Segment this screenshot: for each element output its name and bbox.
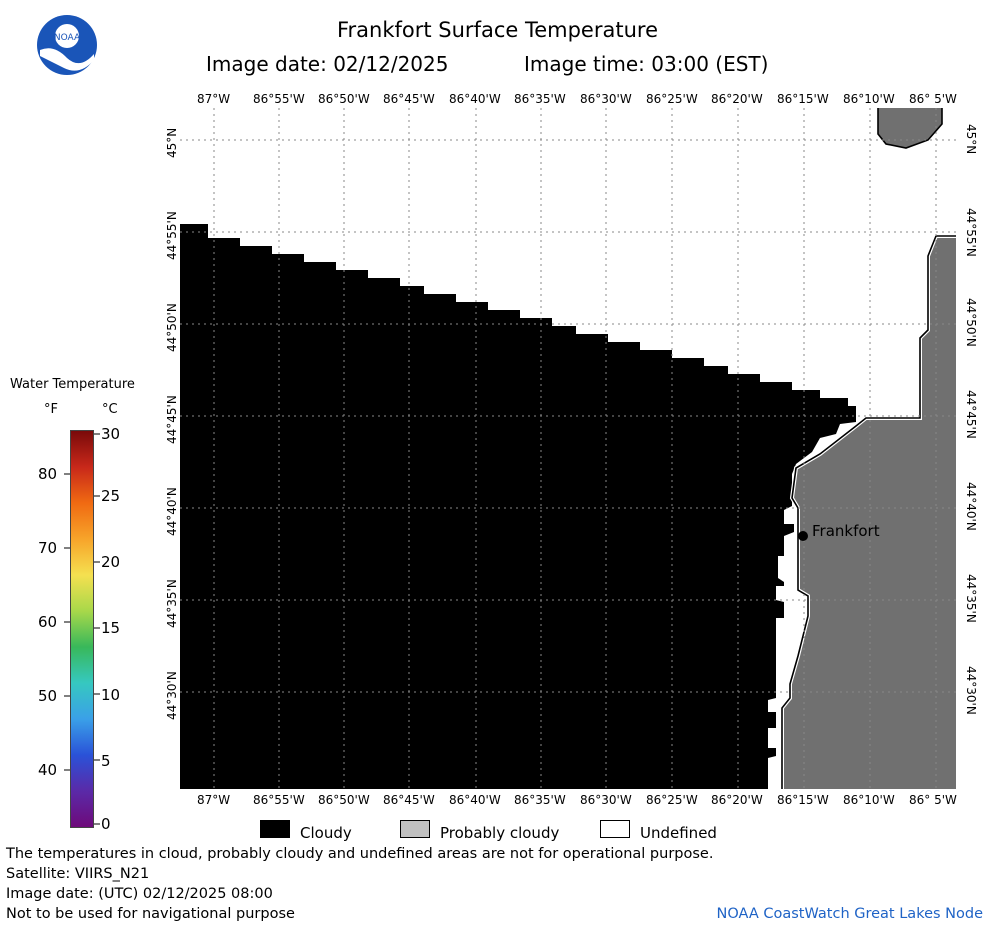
c-tick: 10 — [101, 686, 121, 704]
c-tick: 5 — [101, 752, 111, 770]
satellite-info: Satellite: VIIRS_N21 — [6, 866, 150, 882]
undefined-swatch — [600, 820, 630, 838]
lon-label-bottom: 86°10'W — [843, 793, 895, 807]
cloud-mask — [180, 224, 856, 789]
lon-label-bottom: 87°W — [197, 793, 231, 807]
lon-label-top: 86°35'W — [514, 92, 566, 106]
c-tick: 25 — [101, 487, 121, 505]
c-tick: 15 — [101, 619, 121, 637]
c-tick: 20 — [101, 553, 121, 571]
f-tick: 40 — [38, 761, 58, 779]
lon-label-top: 86°45'W — [383, 92, 435, 106]
lat-label-right: 45°N — [964, 124, 978, 155]
lat-label-left: 44°30'N — [165, 671, 179, 720]
navigation-warning: Not to be used for navigational purpose — [6, 906, 295, 922]
unit-f: °F — [44, 402, 58, 417]
frankfort-marker — [798, 531, 808, 541]
land-area — [782, 236, 956, 789]
lon-label-bottom: 86°15'W — [777, 793, 829, 807]
lat-label-right: 44°45'N — [964, 390, 978, 439]
cloudy-swatch — [260, 820, 290, 838]
lon-label-bottom: 86°25'W — [646, 793, 698, 807]
lon-label-top: 86° 5'W — [909, 92, 957, 106]
lon-label-bottom: 86°55'W — [253, 793, 305, 807]
legend-title: Water Temperature — [10, 377, 135, 392]
lon-label-top: 86°10'W — [843, 92, 895, 106]
lon-label-bottom: 86°20'W — [711, 793, 763, 807]
lat-label-right: 44°55'N — [964, 208, 978, 257]
lon-label-bottom: 86°30'W — [580, 793, 632, 807]
lon-label-bottom: 86° 5'W — [909, 793, 957, 807]
lon-label-top: 86°30'W — [580, 92, 632, 106]
unit-c: °C — [102, 402, 118, 417]
lon-label-bottom: 86°35'W — [514, 793, 566, 807]
land-area-north — [878, 108, 942, 148]
lon-label-top: 86°40'W — [449, 92, 501, 106]
f-tick: 60 — [38, 613, 58, 631]
map-title: Frankfort Surface Temperature — [336, 18, 658, 42]
probably-cloudy-swatch — [400, 820, 430, 838]
lon-label-bottom: 86°45'W — [383, 793, 435, 807]
lat-label-right: 44°30'N — [964, 666, 978, 715]
lon-label-bottom: 86°50'W — [318, 793, 370, 807]
temperature-color-bar — [70, 430, 94, 828]
map-area — [180, 108, 956, 789]
lat-label-right: 44°50'N — [964, 298, 978, 347]
lat-label-left: 44°55'N — [165, 211, 179, 260]
logo-text: NOAA — [54, 33, 81, 43]
c-tick: 0 — [101, 815, 111, 833]
lat-label-right: 44°40'N — [964, 482, 978, 531]
image-time: Image time: 03:00 (EST) — [524, 52, 769, 76]
lat-label-left: 44°35'N — [165, 579, 179, 628]
lon-label-top: 86°15'W — [777, 92, 829, 106]
c-tick: 30 — [101, 425, 121, 443]
cloudy-label: Cloudy — [300, 824, 352, 842]
lon-label-top: 86°20'W — [711, 92, 763, 106]
f-tick: 70 — [38, 539, 58, 557]
lat-label-right: 44°35'N — [964, 574, 978, 623]
utc-date: Image date: (UTC) 02/12/2025 08:00 — [6, 886, 273, 902]
image-date: Image date: 02/12/2025 — [206, 52, 449, 76]
operational-note: The temperatures in cloud, probably clou… — [6, 846, 714, 862]
city-label: Frankfort — [812, 522, 880, 540]
lat-label-left: 44°50'N — [165, 303, 179, 352]
f-tick: 80 — [38, 465, 58, 483]
undefined-label: Undefined — [640, 824, 717, 842]
lon-label-bottom: 86°40'W — [449, 793, 501, 807]
lat-label-left: 44°40'N — [165, 487, 179, 536]
lat-label-left: 45°N — [165, 127, 179, 158]
credit-link[interactable]: NOAA CoastWatch Great Lakes Node — [716, 906, 983, 922]
lon-label-top: 86°50'W — [318, 92, 370, 106]
noaa-logo-icon: NOAA — [37, 15, 97, 75]
lon-label-top: 87°W — [197, 92, 231, 106]
colorbar-ticks — [64, 433, 100, 825]
f-tick: 50 — [38, 687, 58, 705]
probably-cloudy-label: Probably cloudy — [440, 824, 560, 842]
lat-label-left: 44°45'N — [165, 395, 179, 444]
lon-label-top: 86°25'W — [646, 92, 698, 106]
lon-label-top: 86°55'W — [253, 92, 305, 106]
